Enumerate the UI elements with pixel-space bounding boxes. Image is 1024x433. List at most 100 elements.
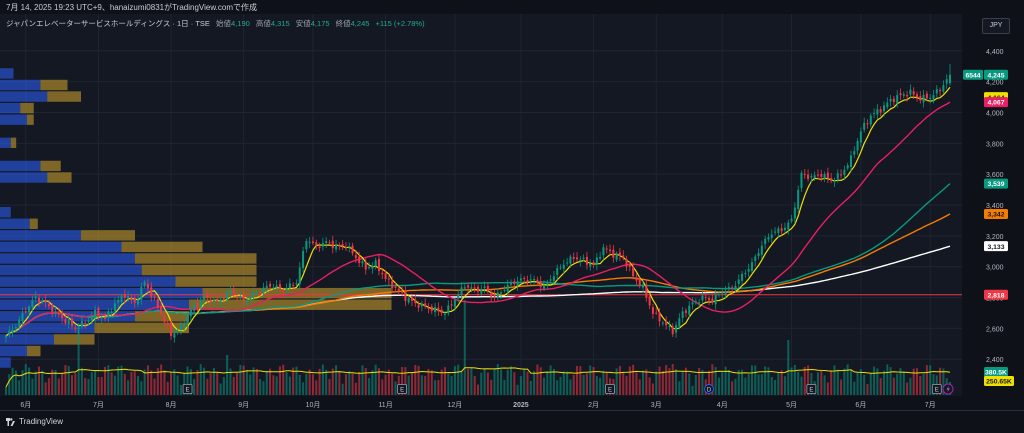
candle-body [523, 278, 526, 280]
volume-bar [176, 375, 179, 395]
candle-body [255, 293, 258, 295]
candle-body [272, 287, 275, 289]
volume-bar [110, 372, 113, 395]
volume-price-label: 380.5K [984, 367, 1008, 377]
earnings-event-marker[interactable]: E [182, 384, 193, 394]
earnings-event-marker[interactable]: E [605, 384, 615, 394]
candle-body [582, 257, 585, 259]
volume-bar [539, 367, 542, 395]
sma75-price-label: 3,539 [984, 178, 1008, 189]
time-tick-label: 7月 [93, 401, 104, 409]
volume-bar [305, 373, 308, 395]
time-tick-label: 11月 [378, 401, 392, 409]
candle-body [500, 292, 503, 294]
time-axis[interactable] [0, 396, 962, 410]
earnings-event-marker[interactable]: E [397, 384, 407, 394]
volume-ma-line [5, 367, 951, 388]
volume-bar [929, 365, 932, 395]
svg-text:3,342: 3,342 [987, 212, 1004, 219]
volume-bar [925, 365, 928, 395]
volume-bar [797, 371, 800, 395]
price-tick-label: 3,600 [986, 172, 1004, 179]
tradingview-brand[interactable]: TradingView [19, 417, 64, 426]
volume-bar [859, 369, 862, 395]
volume-bar [783, 376, 786, 395]
volume-profile-row-up [0, 230, 81, 241]
dividend-event-marker[interactable]: D [704, 384, 714, 394]
volume-bar [288, 376, 291, 395]
volume-bar [635, 372, 638, 395]
candle-body [305, 241, 308, 250]
volume-bar [14, 370, 17, 395]
sma25-price-label: 4,067 [984, 97, 1008, 108]
volume-bar [331, 368, 334, 395]
svg-text:E: E [400, 387, 404, 393]
volume-bar [810, 373, 813, 395]
volume-bar [655, 371, 658, 395]
candle-body [671, 326, 674, 335]
candle-body [638, 278, 641, 287]
candle-body [585, 256, 588, 265]
candle-body [229, 290, 232, 294]
volume-bar [216, 371, 219, 395]
volume-bar [74, 373, 77, 395]
price-chart[interactable]: E E E D E E 4,400 4,200 4,000 3,800 3,600 3,400 3,2… [0, 0, 1024, 410]
candle-body [282, 290, 285, 292]
volume-bar [675, 369, 678, 395]
volume-bar [166, 381, 169, 395]
earnings-event-marker[interactable]: E [931, 384, 942, 394]
earnings-event-marker[interactable]: E [806, 384, 817, 394]
volume-bar [668, 368, 671, 395]
volume-bar [315, 380, 318, 395]
time-tick-label: 2025 [513, 402, 529, 409]
volume-bar [826, 382, 829, 395]
volume-bar [625, 376, 628, 395]
candle-body [212, 299, 215, 302]
volume-bar [866, 383, 869, 395]
volume-bar [840, 379, 843, 395]
candle-body [826, 172, 829, 178]
symbol-info[interactable]: ジャパンエレベーターサービスホールディングス · 1日 · TSE [6, 19, 210, 28]
volume-bar [97, 377, 100, 395]
currency-button[interactable]: JPY [982, 18, 1010, 34]
time-tick-label: 2月 [588, 401, 599, 409]
last-price-label: 4,245 [984, 69, 1008, 80]
volume-bar [443, 367, 447, 395]
candle-body [467, 285, 470, 288]
low-label: 安値 [295, 19, 311, 28]
svg-text:E: E [608, 387, 612, 393]
candle-body [11, 329, 14, 333]
candle-body [569, 256, 572, 264]
volume-bar [252, 367, 255, 395]
volume-bar [100, 377, 103, 395]
high-value: 4,315 [270, 19, 290, 28]
candle-body [849, 155, 852, 168]
volume-bar [364, 368, 367, 395]
chart-pane[interactable] [0, 14, 962, 410]
candle-body [292, 284, 295, 286]
candle-body [754, 256, 757, 262]
volume-bar [486, 372, 489, 395]
candle-body [922, 94, 925, 103]
candle-body [599, 256, 602, 259]
volume-bar [602, 370, 605, 395]
candle-body [414, 299, 417, 304]
volume-bar [513, 372, 516, 395]
volume-bar [622, 372, 625, 395]
candle-body [70, 318, 74, 326]
candle-body [265, 285, 268, 289]
candle-body [199, 300, 202, 308]
candle-body [236, 296, 239, 298]
flash-icon[interactable] [942, 383, 954, 395]
candle-body [57, 312, 60, 315]
volume-bar [77, 325, 80, 395]
candle-body [559, 267, 562, 269]
candle-body [833, 180, 836, 183]
volume-bar [4, 387, 8, 395]
volume-bar [186, 366, 189, 395]
volume-bar [259, 379, 262, 395]
candle-body [876, 109, 879, 115]
volume-bar [463, 300, 466, 395]
candle-body [54, 311, 57, 313]
volume-bar [199, 364, 202, 395]
